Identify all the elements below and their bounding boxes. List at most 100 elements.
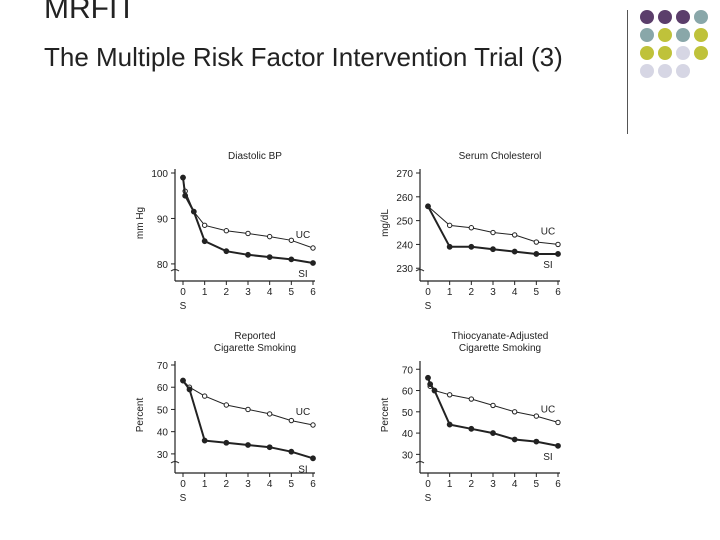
x-tick-label: 3 xyxy=(490,479,496,490)
data-point-uc xyxy=(511,409,518,415)
data-point-si xyxy=(431,387,438,394)
y-axis-label: Percent xyxy=(380,398,391,433)
data-point-uc xyxy=(223,402,230,408)
x-tick-label: 0 xyxy=(180,287,186,298)
x-tick-label: 0 xyxy=(425,479,431,490)
decor-dot xyxy=(676,28,690,42)
data-point-si xyxy=(201,238,208,245)
data-point-si xyxy=(288,448,295,455)
chart-title: Cigarette Smoking xyxy=(214,343,296,354)
x-tick-label: 5 xyxy=(289,287,295,298)
series-label-si: SI xyxy=(298,464,307,475)
decor-dot xyxy=(640,64,654,78)
axis-break-mark xyxy=(415,269,425,272)
series-label-uc: UC xyxy=(541,404,555,415)
slide-subtitle: The Multiple Risk Factor Intervention Tr… xyxy=(44,42,563,72)
y-tick-label: 40 xyxy=(402,429,414,440)
data-point-uc xyxy=(245,230,251,237)
chart-panel-1: Diastolic BP 100 90 80 mm Hg 0 1 2 3 4 5 6 S UC SI xyxy=(135,151,316,312)
data-point-uc xyxy=(446,392,453,398)
y-tick-label: 80 xyxy=(157,260,169,271)
data-point-si xyxy=(186,386,193,393)
axis-break-mark xyxy=(170,269,180,272)
data-point-uc xyxy=(511,232,518,238)
series-line-si xyxy=(182,177,314,264)
data-point-uc xyxy=(490,229,496,236)
y-tick-label: 50 xyxy=(402,408,414,419)
data-point-si xyxy=(511,436,518,443)
series-label-uc: UC xyxy=(296,230,310,241)
x-tick-label: 3 xyxy=(490,287,496,298)
y-tick-label: 30 xyxy=(402,450,414,461)
data-point-si xyxy=(180,377,186,384)
y-tick-label: 100 xyxy=(151,169,168,180)
decor-dot xyxy=(640,46,654,60)
decor-dot xyxy=(658,64,672,78)
data-point-uc xyxy=(468,396,475,402)
x-tick-label: 1 xyxy=(447,479,453,490)
y-tick-label: 70 xyxy=(402,365,414,376)
axis-break-mark xyxy=(415,461,425,464)
data-point-si xyxy=(182,192,189,199)
figure-panel: Diastolic BP 100 90 80 mm Hg 0 1 2 3 4 5 6 S UC SI Seru… xyxy=(130,145,590,510)
x-tick-label: 6 xyxy=(310,287,316,298)
series-label-si: SI xyxy=(298,269,307,280)
data-point-si xyxy=(555,442,561,449)
y-tick-label: 30 xyxy=(157,450,169,461)
chart-panel-2: Serum Cholesterol 270 260 250 240 230 mg/dL 0 1 2… xyxy=(380,151,561,312)
x-tick-label: 4 xyxy=(267,287,273,298)
data-point-si xyxy=(288,256,295,263)
data-point-si xyxy=(490,430,496,436)
data-point-si xyxy=(223,248,230,255)
data-point-uc xyxy=(310,422,316,428)
x-tick-label: 3 xyxy=(245,479,251,490)
data-point-si xyxy=(266,254,273,260)
y-axis-label: mm Hg xyxy=(135,207,146,239)
data-point-uc xyxy=(201,222,208,228)
slide-title: MRFIT xyxy=(44,0,136,25)
data-point-si xyxy=(533,438,540,445)
data-point-si xyxy=(490,246,496,253)
data-point-si xyxy=(190,208,197,215)
x-axis-sub-label: S xyxy=(180,301,187,312)
data-point-si xyxy=(425,374,431,381)
y-tick-label: 40 xyxy=(157,428,169,439)
x-tick-label: 3 xyxy=(245,287,251,298)
data-point-uc xyxy=(288,417,295,424)
y-axis-label: mg/dL xyxy=(380,209,391,237)
data-point-si xyxy=(511,248,518,255)
x-tick-label: 6 xyxy=(555,479,561,490)
chart-title: Reported xyxy=(234,331,275,342)
data-point-uc xyxy=(446,222,453,229)
decor-dot xyxy=(640,10,654,24)
x-tick-label: 6 xyxy=(310,479,316,490)
x-tick-label: 2 xyxy=(224,287,230,298)
data-point-uc xyxy=(555,419,561,426)
y-tick-label: 60 xyxy=(157,383,169,394)
decor-dot xyxy=(694,10,708,24)
data-point-uc xyxy=(533,413,540,419)
x-tick-label: 2 xyxy=(469,479,475,490)
x-tick-label: 4 xyxy=(267,479,273,490)
x-tick-label: 1 xyxy=(202,479,208,490)
y-tick-label: 240 xyxy=(396,240,413,251)
series-line-uc xyxy=(182,380,314,426)
series-line-si xyxy=(182,380,314,460)
x-axis-sub-label: S xyxy=(425,301,432,312)
x-tick-label: 5 xyxy=(534,479,540,490)
chart-title: Diastolic BP xyxy=(228,151,282,162)
decor-dot xyxy=(640,28,654,42)
data-point-si xyxy=(555,251,561,257)
chart-title: Thiocyanate-Adjusted xyxy=(452,331,549,342)
data-point-si xyxy=(201,437,208,444)
decor-dot-grid xyxy=(640,10,720,120)
decor-dot xyxy=(658,28,672,42)
data-point-si xyxy=(245,251,251,258)
x-tick-label: 4 xyxy=(512,287,518,298)
data-point-si xyxy=(310,455,316,462)
x-tick-label: 2 xyxy=(469,287,475,298)
data-point-si xyxy=(427,381,434,388)
decor-divider-line xyxy=(627,10,628,134)
